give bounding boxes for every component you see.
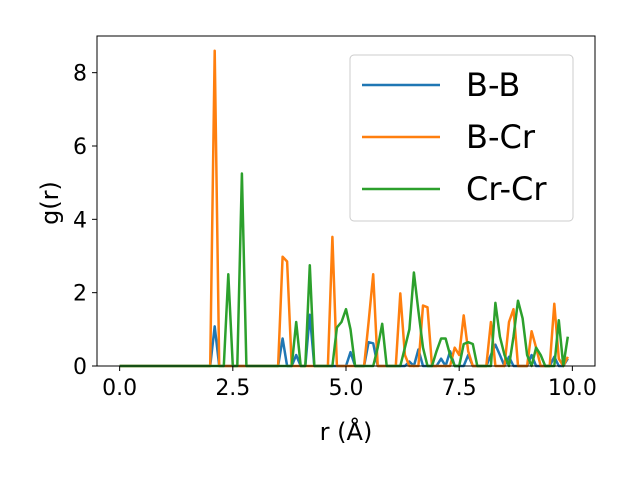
- legend-label-b-b: B-B: [466, 66, 520, 104]
- y-tick-label: 0: [73, 355, 87, 380]
- x-axis: 0.0 2.5 5.0 7.5 10.0: [102, 366, 597, 401]
- x-axis-label: r (Å): [320, 417, 373, 446]
- y-axis: 0 2 4 6 8: [73, 62, 97, 380]
- y-tick-label: 2: [73, 282, 87, 307]
- y-tick-label: 4: [73, 208, 87, 233]
- legend-box: [349, 54, 574, 222]
- x-tick-label: 7.5: [442, 376, 477, 401]
- y-tick-label: 6: [73, 135, 87, 160]
- y-tick-label: 8: [73, 62, 87, 87]
- legend-label-cr-cr: Cr-Cr: [466, 170, 547, 208]
- x-tick-label: 0.0: [102, 376, 137, 401]
- x-tick-label: 5.0: [329, 376, 364, 401]
- x-tick-label: 10.0: [548, 376, 597, 401]
- legend: B-B B-Cr Cr-Cr: [349, 54, 574, 222]
- legend-label-b-cr: B-Cr: [466, 118, 536, 156]
- x-tick-label: 2.5: [215, 376, 250, 401]
- y-axis-label: g(r): [36, 181, 64, 225]
